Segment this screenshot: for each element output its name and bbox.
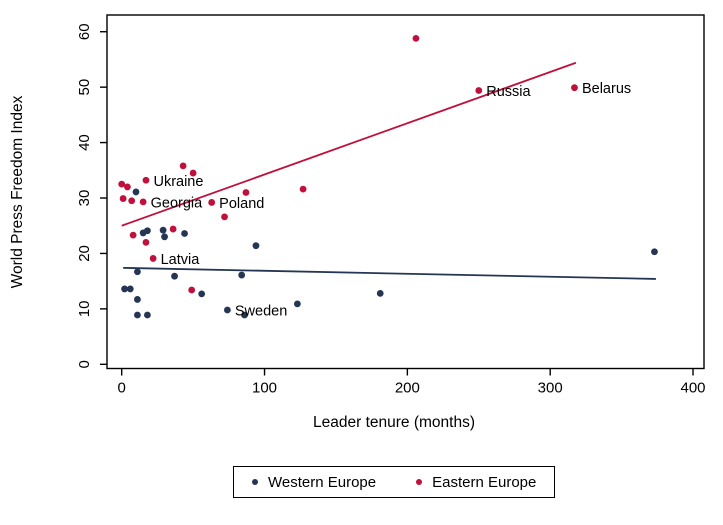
x-axis-title: Leader tenure (months) xyxy=(313,414,475,431)
data-point-eastern-europe xyxy=(189,169,197,177)
point-label-poland: Poland xyxy=(219,196,264,212)
point-label-sweden: Sweden xyxy=(235,303,287,319)
x-tick-label: 400 xyxy=(681,380,706,397)
x-tick-label: 0 xyxy=(118,380,126,397)
x-tick-label: 300 xyxy=(538,380,563,397)
data-point-western-europe xyxy=(134,296,141,303)
y-tick-label: 10 xyxy=(76,301,93,318)
y-tick-label: 0 xyxy=(76,360,93,368)
data-point-eastern-europe xyxy=(412,34,420,42)
data-point-western-europe xyxy=(171,272,178,280)
data-point-eastern-europe xyxy=(128,197,136,205)
data-point-western-europe xyxy=(144,311,151,319)
eastern-europe-marker-icon xyxy=(416,479,423,485)
data-point-eastern-europe xyxy=(129,231,137,239)
data-point-eastern-europe xyxy=(142,238,150,246)
data-point-western-europe xyxy=(159,226,167,234)
data-point-western-europe xyxy=(293,300,301,308)
data-point-western-europe xyxy=(376,289,384,297)
y-tick-label: 50 xyxy=(76,79,93,96)
data-point-eastern-europe xyxy=(142,176,150,184)
data-point-western-europe xyxy=(132,188,140,196)
y-axis-title: World Press Freedom Index xyxy=(9,95,26,288)
x-tick-label: 100 xyxy=(252,380,277,397)
legend-label-eastern-europe: Eastern Europe xyxy=(432,473,537,491)
y-tick-label: 20 xyxy=(76,245,93,262)
data-point-eastern-europe xyxy=(221,213,228,221)
data-point-western-europe xyxy=(241,311,248,319)
data-point-eastern-europe xyxy=(118,180,126,188)
point-label-belarus: Belarus xyxy=(582,81,631,97)
data-point-eastern-europe xyxy=(124,183,131,191)
point-label-georgia: Georgia xyxy=(151,195,204,211)
x-tick-label: 200 xyxy=(395,380,420,397)
plot-area: 0 100 200 300 400 0 10 20 30 40 50 60 Sweden Georgia U… xyxy=(76,14,706,397)
data-point-western-europe xyxy=(223,306,231,314)
y-tick-label: 40 xyxy=(76,134,93,151)
data-point-eastern-europe xyxy=(299,185,307,193)
point-label-latvia: Latvia xyxy=(161,252,201,268)
data-point-western-europe xyxy=(134,268,141,276)
data-point-western-europe xyxy=(252,242,260,250)
legend-label-western-europe: Western Europe xyxy=(268,473,377,491)
data-point-eastern-europe xyxy=(208,199,216,206)
trend-line-eastern-europe xyxy=(121,61,577,227)
data-point-western-europe xyxy=(238,271,246,279)
data-point-eastern-europe xyxy=(242,189,250,196)
data-point-eastern-europe xyxy=(149,255,157,262)
point-label-ukraine: Ukraine xyxy=(153,174,203,190)
legend-item-western-europe: Western Europe xyxy=(252,474,376,491)
data-point-eastern-europe xyxy=(169,225,177,233)
legend-item-eastern-europe: Eastern Europe xyxy=(416,474,536,491)
western-europe-marker-icon xyxy=(252,479,258,485)
data-point-eastern-europe xyxy=(119,195,127,202)
data-point-western-europe xyxy=(198,290,206,298)
data-point-eastern-europe xyxy=(571,84,578,92)
data-point-eastern-europe xyxy=(179,162,187,170)
data-point-western-europe xyxy=(144,227,151,235)
data-point-eastern-europe xyxy=(139,198,147,206)
data-point-eastern-europe xyxy=(188,286,196,294)
data-point-western-europe xyxy=(121,285,128,293)
data-point-western-europe xyxy=(651,248,658,256)
trend-line-western-europe xyxy=(123,266,656,280)
y-tick-label: 60 xyxy=(76,23,93,40)
legend: Western Europe Eastern Europe xyxy=(233,466,556,498)
y-tick-label: 30 xyxy=(76,190,93,207)
data-point-western-europe xyxy=(134,311,141,319)
point-label-russia: Russia xyxy=(486,84,531,100)
data-point-western-europe xyxy=(161,233,168,241)
plot-frame xyxy=(106,14,705,370)
data-point-eastern-europe xyxy=(475,87,483,94)
data-point-western-europe xyxy=(181,230,188,237)
data-point-western-europe xyxy=(126,285,134,293)
